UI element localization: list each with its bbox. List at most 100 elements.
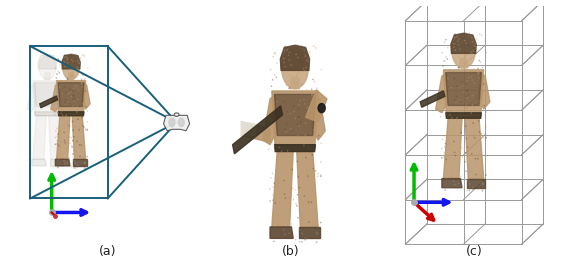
Point: [64, 121, 73, 126]
Polygon shape: [465, 118, 484, 179]
Point: [309, 44, 318, 49]
Point: [317, 67, 326, 71]
Point: [471, 41, 480, 46]
Point: [264, 130, 273, 135]
Point: [78, 85, 87, 89]
Point: [451, 100, 460, 105]
Point: [64, 100, 73, 105]
Point: [452, 159, 461, 163]
Point: [279, 227, 288, 232]
Point: [67, 164, 76, 169]
Point: [474, 70, 483, 75]
Point: [297, 43, 306, 48]
Point: [436, 101, 445, 105]
Polygon shape: [58, 83, 84, 107]
Point: [73, 65, 83, 69]
Point: [467, 166, 476, 171]
Point: [72, 150, 81, 154]
Point: [62, 58, 72, 62]
Point: [80, 160, 89, 165]
Point: [276, 216, 286, 221]
Point: [475, 59, 484, 63]
Point: [294, 103, 304, 107]
Point: [477, 174, 486, 179]
Point: [454, 55, 463, 59]
Point: [54, 142, 63, 147]
Polygon shape: [436, 73, 448, 113]
Point: [468, 187, 477, 191]
Point: [443, 57, 452, 61]
Point: [462, 136, 471, 141]
Point: [55, 71, 64, 75]
Point: [67, 136, 76, 140]
Point: [294, 240, 304, 244]
Point: [294, 115, 303, 119]
Point: [463, 163, 473, 168]
Point: [55, 132, 65, 137]
Point: [283, 48, 292, 52]
Point: [70, 97, 79, 101]
Point: [445, 113, 455, 117]
Point: [282, 129, 291, 134]
Point: [80, 77, 90, 81]
Point: [78, 72, 87, 76]
Point: [461, 151, 470, 155]
Point: [462, 103, 471, 108]
Polygon shape: [299, 227, 320, 238]
Point: [67, 144, 76, 148]
Point: [75, 143, 84, 147]
Point: [56, 79, 66, 84]
Point: [55, 62, 65, 67]
Text: (c): (c): [466, 245, 482, 258]
Point: [54, 57, 63, 61]
Point: [304, 59, 313, 64]
Polygon shape: [451, 33, 476, 53]
Point: [294, 175, 303, 179]
Point: [481, 135, 491, 139]
Point: [282, 109, 292, 114]
Point: [81, 104, 91, 109]
Point: [280, 100, 289, 104]
Point: [464, 62, 474, 67]
Point: [471, 44, 480, 49]
Point: [73, 58, 82, 63]
Polygon shape: [290, 77, 299, 89]
Point: [58, 113, 68, 118]
Point: [73, 86, 82, 90]
Point: [293, 133, 303, 138]
Point: [65, 102, 74, 106]
Point: [467, 78, 477, 82]
Point: [467, 111, 476, 115]
Point: [478, 65, 487, 70]
Point: [56, 111, 66, 115]
Point: [458, 84, 467, 88]
Point: [51, 66, 61, 71]
Point: [268, 171, 277, 176]
Point: [456, 99, 466, 104]
Point: [449, 139, 459, 144]
Point: [465, 188, 474, 193]
Polygon shape: [33, 81, 62, 116]
Point: [454, 37, 463, 41]
Point: [78, 123, 87, 128]
Polygon shape: [442, 179, 462, 188]
Point: [463, 96, 472, 100]
Point: [289, 104, 298, 108]
Point: [300, 238, 310, 242]
Point: [462, 41, 471, 45]
Point: [473, 66, 482, 71]
Point: [83, 127, 92, 131]
Point: [286, 111, 295, 116]
Point: [282, 151, 291, 155]
Point: [316, 173, 325, 177]
Polygon shape: [242, 122, 255, 136]
Point: [438, 64, 448, 68]
Point: [66, 56, 75, 60]
Point: [297, 240, 306, 244]
Point: [297, 169, 307, 174]
Point: [307, 93, 317, 98]
Polygon shape: [460, 59, 467, 68]
Point: [74, 107, 83, 111]
Point: [464, 75, 473, 80]
Point: [460, 187, 469, 191]
